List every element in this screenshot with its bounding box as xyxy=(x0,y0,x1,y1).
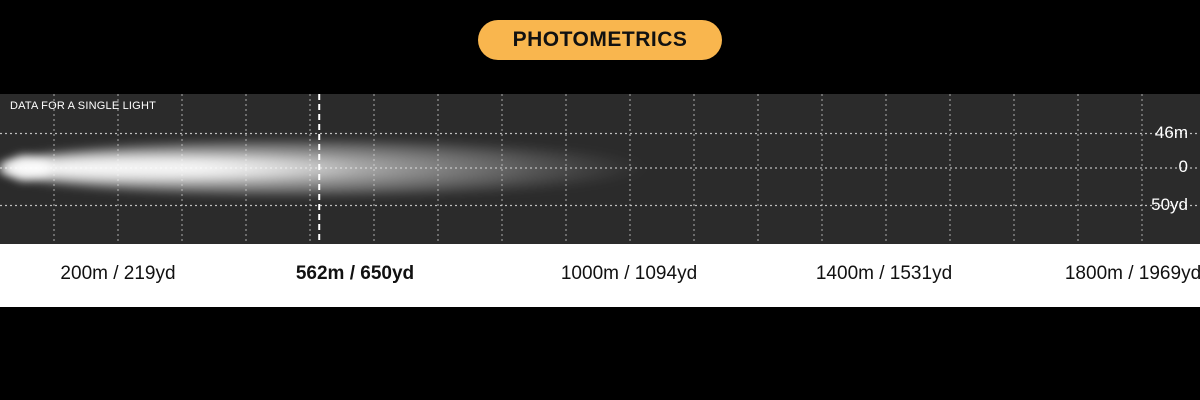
photometrics-title: PHOTOMETRICS xyxy=(512,28,688,51)
lateral-tick-label-0: 46m xyxy=(1154,122,1188,142)
lateral-tick-label-1: 0 xyxy=(1178,157,1188,176)
chart-note: DATA FOR A SINGLE LIGHT xyxy=(10,100,157,112)
beam-core xyxy=(0,156,360,180)
lateral-tick-label-2: 50yd xyxy=(1151,194,1188,214)
distance-tick-label-4: 1800m / 1969yd xyxy=(1064,263,1200,284)
beam-chart-svg xyxy=(0,94,1200,244)
distance-tick-label-2: 1000m / 1094yd xyxy=(560,263,698,284)
beam-chart xyxy=(0,94,1200,244)
distance-tick-label-3: 1400m / 1531yd xyxy=(815,263,953,284)
beam-source xyxy=(0,156,50,180)
distance-tick-label-1: 562m / 650yd xyxy=(295,263,415,284)
distance-axis-strip xyxy=(0,244,1200,307)
photometrics-title-badge: PHOTOMETRICS xyxy=(478,20,722,60)
distance-tick-label-0: 200m / 219yd xyxy=(60,263,176,284)
